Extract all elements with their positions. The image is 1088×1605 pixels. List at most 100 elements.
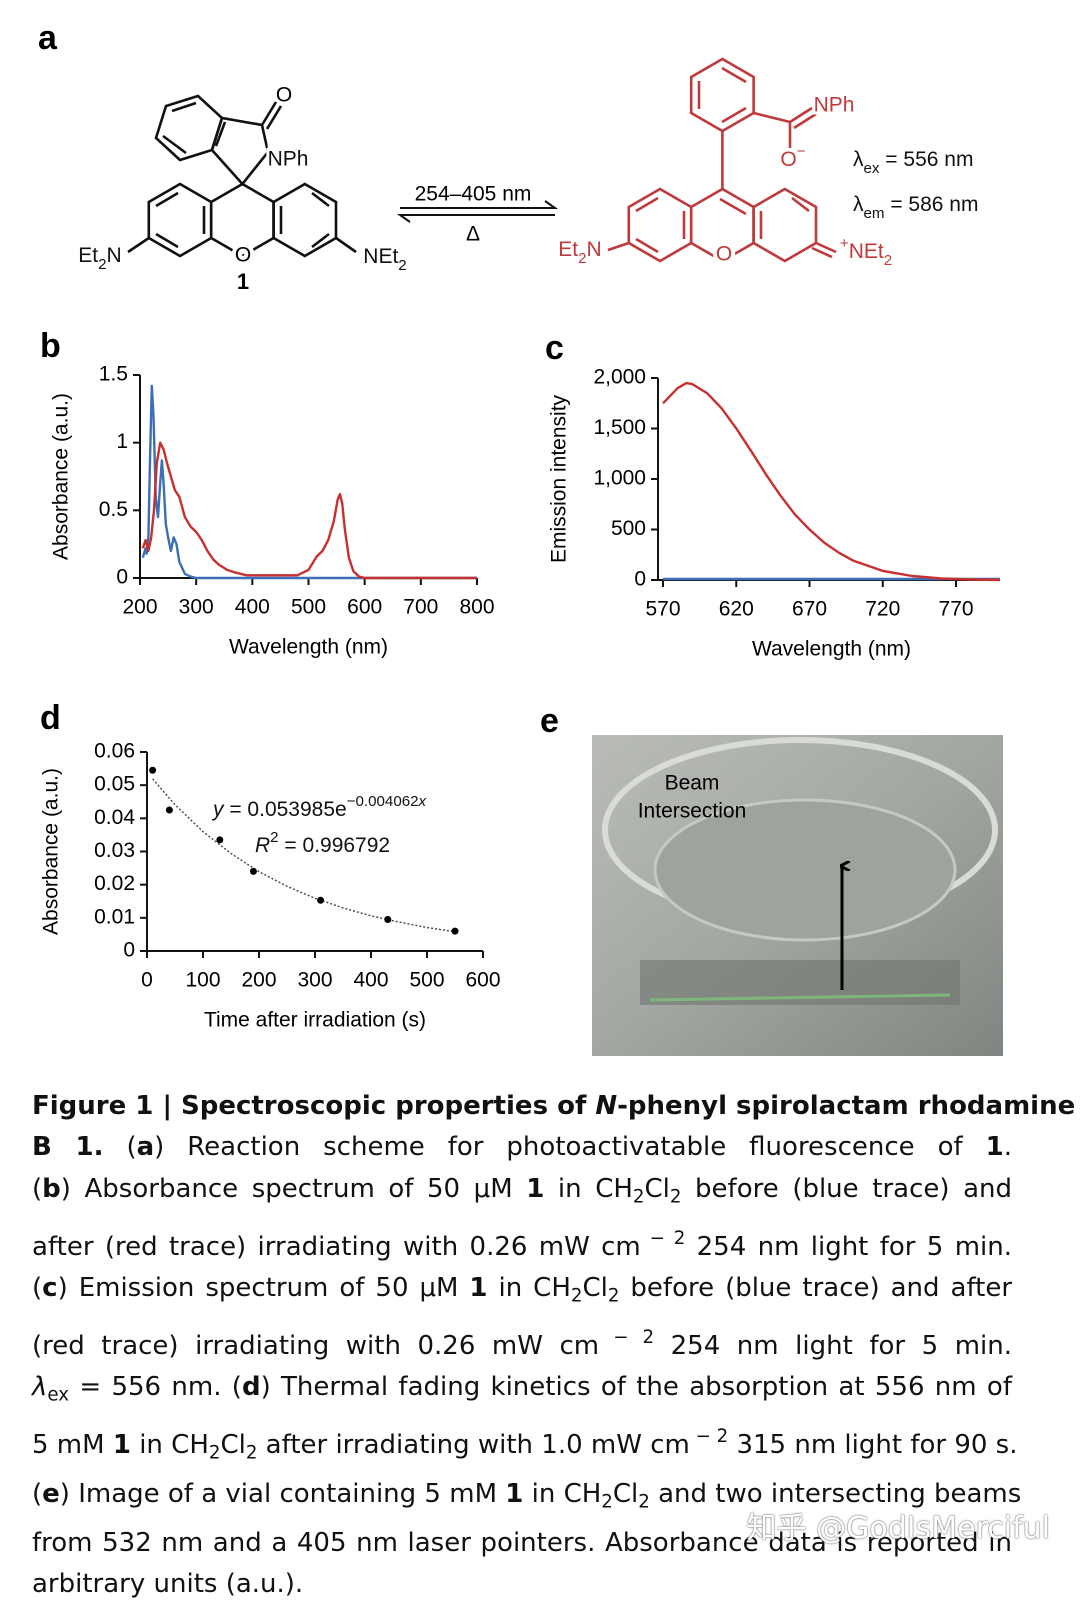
atom-label: Et2N [558, 238, 601, 267]
caption-run: . [1003, 1132, 1012, 1163]
panel-label: a [38, 19, 58, 57]
atom-label: O [716, 243, 732, 266]
caption-line: from 532 nm and a 405 nm laser pointers.… [32, 1523, 1012, 1564]
caption-run: λ [32, 1372, 48, 1403]
caption-run: 2 [570, 1285, 583, 1307]
y-tick-label: 0.01 [94, 905, 135, 928]
caption-run: after irradiating with 1.0 mW cm [257, 1429, 690, 1460]
caption-run: a [136, 1132, 155, 1163]
caption-run: 2 [607, 1285, 620, 1307]
caption-run: − 2 [599, 1326, 655, 1348]
text-run: N [107, 244, 122, 267]
caption-run: 1 [505, 1478, 524, 1509]
text-run: λ [853, 148, 864, 171]
y-tick-label: 1,000 [593, 467, 646, 490]
x-tick-label: 670 [792, 598, 827, 621]
y-tick-label: 0.06 [94, 740, 135, 763]
x-tick-label: 800 [459, 596, 494, 619]
text-run: − [797, 143, 806, 160]
equilibrium-arrow [396, 200, 559, 223]
caption-line: (b) Absorbance spectrum of 50 μM 1 in CH… [32, 1169, 1012, 1218]
panel-label: e [540, 702, 559, 740]
caption-run: in CH [544, 1173, 633, 1204]
y-tick-label: 1 [116, 430, 128, 453]
caption-line: 5 mM 1 in CH2Cl2 after irradiating with … [32, 1416, 1018, 1474]
y-tick-label: 0 [116, 566, 128, 589]
caption-run: b [42, 1173, 61, 1204]
vial-photo [592, 735, 1003, 1056]
caption-run: ) Reaction scheme for photoactivatable f… [154, 1132, 986, 1163]
text-run: Et [78, 244, 98, 267]
text-run: λ [853, 193, 864, 216]
caption-run: ) Absorbance spectrum of 50 μM [60, 1173, 527, 1204]
data-point [249, 867, 257, 875]
caption-run: ( [103, 1132, 137, 1163]
text-run: N [587, 238, 602, 261]
y-axis-label: Emission intensity [548, 394, 571, 563]
data-line [662, 381, 1001, 582]
text-run: = 0.053985e [224, 798, 347, 821]
x-tick-label: 0 [141, 969, 153, 992]
data-point [451, 927, 459, 935]
caption-run: Cl [582, 1272, 608, 1303]
x-tick-label: 620 [719, 598, 754, 621]
text-run: 2 [578, 250, 586, 267]
y-tick-label: 0.05 [94, 773, 135, 796]
text-run: 2 [98, 256, 106, 273]
x-axis-label: Time after irradiation (s) [204, 1009, 426, 1032]
compound-number: 1 [237, 269, 249, 294]
data-point [149, 766, 157, 774]
panel-label: d [40, 699, 61, 737]
photo-annotation: Beam [665, 772, 720, 795]
caption-run: -phenyl spirolactam rhodamine [617, 1091, 1076, 1121]
caption-line: (e) Image of a vial containing 5 mM 1 in… [32, 1474, 1021, 1523]
caption: Figure 1 | Spectroscopic properties of N… [32, 1086, 1075, 1605]
caption-run: 1 [112, 1429, 131, 1460]
x-tick-label: 720 [865, 598, 900, 621]
atom-label: O− [780, 143, 805, 171]
text-run: NEt [849, 240, 884, 263]
caption-run: ) Emission spectrum of 50 μM [57, 1272, 470, 1303]
caption-run: 5 mM [32, 1429, 113, 1460]
caption-run: B 1. [32, 1132, 104, 1163]
photo-annotation: Intersection [638, 800, 747, 823]
arrow-label: Δ [466, 223, 480, 246]
caption-run: 1 [526, 1173, 545, 1204]
caption-line: Figure 1 | Spectroscopic properties of N… [32, 1086, 1075, 1127]
caption-run: 315 nm light for 90 s. [728, 1429, 1018, 1460]
y-tick-label: 2,000 [593, 366, 646, 389]
atom-label: +NEt2 [840, 235, 892, 269]
caption-run: before (blue trace) and [681, 1173, 1013, 1204]
caption-run: Cl [612, 1478, 639, 1509]
x-tick-label: 600 [465, 969, 500, 992]
caption-run: ) Image of a vial containing 5 mM [59, 1478, 506, 1509]
caption-run: Cl [220, 1429, 246, 1460]
x-axis-label: Wavelength (nm) [752, 638, 911, 661]
text-run: R [255, 834, 270, 857]
data-line [141, 384, 477, 580]
caption-run: 2 [669, 1186, 682, 1208]
x-tick-label: 400 [235, 596, 270, 619]
panel-label: b [40, 327, 61, 365]
caption-run: 2 [245, 1442, 258, 1464]
caption-run: arbitrary units (a.u.). [32, 1569, 304, 1600]
caption-run: from 532 nm and a 405 nm laser pointers.… [32, 1527, 1012, 1558]
caption-line: (red trace) irradiating with 0.26 mW cm … [32, 1317, 1012, 1367]
text-run: 2 [398, 257, 406, 274]
caption-run: Figure 1 | Spectroscopic properties of [32, 1091, 596, 1121]
y-tick-label: 0.03 [94, 839, 135, 862]
caption-run: 1 [985, 1132, 1004, 1163]
caption-run: c [42, 1272, 58, 1303]
wavelength-label: λem = 586 nm [853, 193, 978, 222]
text-run: + [840, 235, 849, 252]
text-run: 2 [270, 829, 278, 846]
y-tick-label: 500 [611, 517, 646, 540]
x-tick-label: 570 [645, 598, 680, 621]
caption-run: − 2 [689, 1426, 729, 1448]
x-tick-label: 100 [185, 969, 220, 992]
caption-run: 254 nm light for 5 min. [685, 1231, 1012, 1262]
y-tick-label: 1.5 [99, 363, 128, 386]
caption-line: arbitrary units (a.u.). [32, 1564, 1012, 1605]
caption-run: − 2 [640, 1227, 686, 1249]
